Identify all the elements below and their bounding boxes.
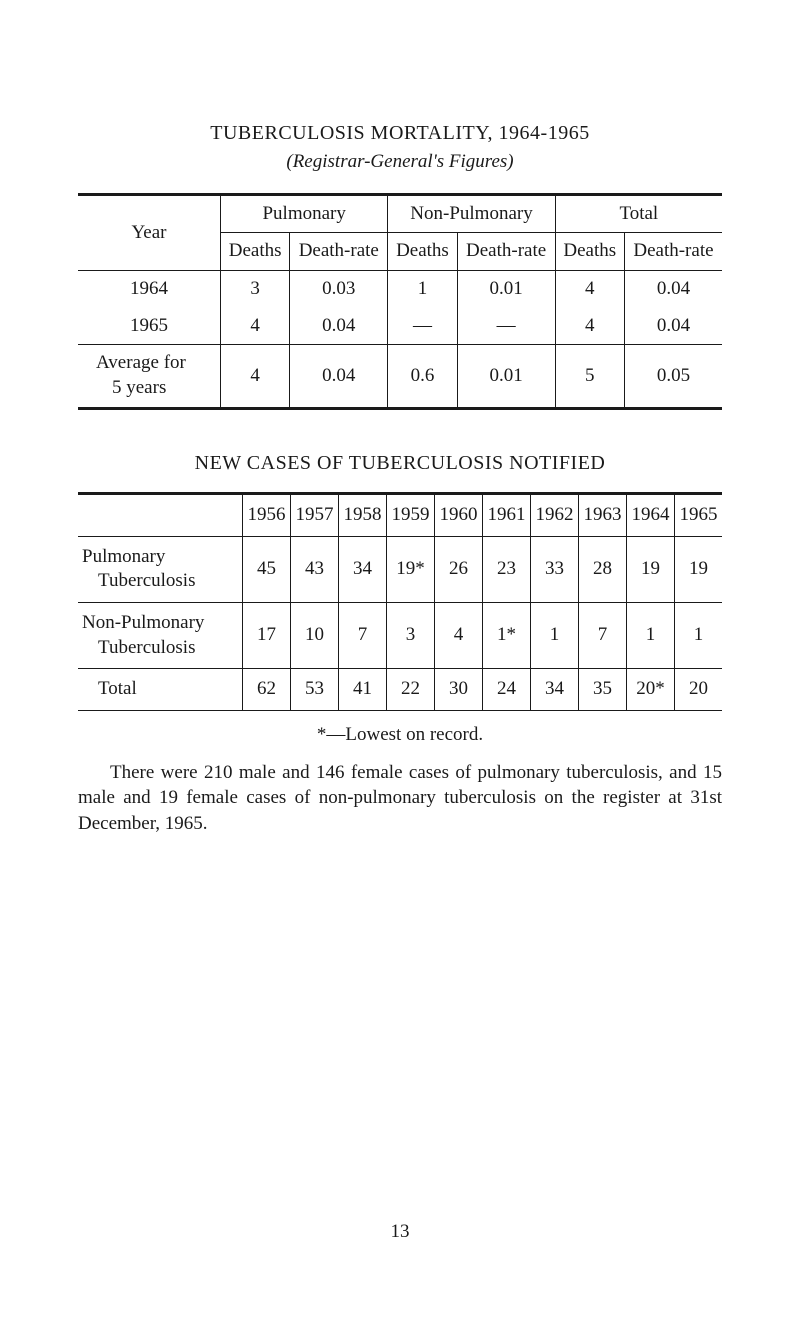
year-header: 1965 <box>675 493 723 536</box>
year-header: 1964 <box>627 493 675 536</box>
cell: 0.03 <box>290 271 388 308</box>
col-pulmonary: Pulmonary <box>221 194 388 233</box>
avg-label-1: Average for <box>96 352 186 373</box>
year-header: 1959 <box>387 493 435 536</box>
cell: 43 <box>291 536 339 602</box>
year-header: 1962 <box>531 493 579 536</box>
page-subtitle: (Registrar-General's Figures) <box>78 150 722 175</box>
cell: 0.04 <box>624 271 722 308</box>
page-title: TUBERCULOSIS MORTALITY, 1964-1965 <box>78 120 722 146</box>
cases-empty <box>78 493 243 536</box>
year-header: 1963 <box>579 493 627 536</box>
cell: 28 <box>579 536 627 602</box>
footnote: *—Lowest on record. <box>78 723 722 748</box>
cell: 17 <box>243 602 291 668</box>
subcol-deaths: Deaths <box>388 233 457 271</box>
cell: 20* <box>627 669 675 711</box>
cell: 33 <box>531 536 579 602</box>
cell: 24 <box>483 669 531 711</box>
cell-year: 1965 <box>78 308 221 345</box>
subcol-deaths: Deaths <box>221 233 290 271</box>
cell: 7 <box>579 602 627 668</box>
cell: 4 <box>435 602 483 668</box>
cell: 0.6 <box>388 345 457 408</box>
cases-row-label-total: Total <box>78 669 243 711</box>
cell-avg-label: Average for 5 years <box>78 345 221 408</box>
cases-row-label: Pulmonary Tuberculosis <box>78 536 243 602</box>
cell: 45 <box>243 536 291 602</box>
col-nonpulmonary: Non-Pulmonary <box>388 194 555 233</box>
cell: 4 <box>555 271 624 308</box>
cell: 19* <box>387 536 435 602</box>
cell: 34 <box>339 536 387 602</box>
cell: 0.04 <box>290 345 388 408</box>
cell: 1* <box>483 602 531 668</box>
cell: 1 <box>627 602 675 668</box>
cell: 53 <box>291 669 339 711</box>
cell: 3 <box>387 602 435 668</box>
col-year: Year <box>78 194 221 270</box>
cell: 22 <box>387 669 435 711</box>
cell: 34 <box>531 669 579 711</box>
cell: 3 <box>221 271 290 308</box>
subcol-deathrate: Death-rate <box>457 233 555 271</box>
avg-label-2: 5 years <box>96 377 166 398</box>
mortality-table: Year Pulmonary Non-Pulmonary Total Death… <box>78 193 722 410</box>
cell: 23 <box>483 536 531 602</box>
label-line2: Tuberculosis <box>82 569 238 594</box>
cell: 4 <box>221 308 290 345</box>
summary-paragraph: There were 210 male and 146 female cases… <box>78 760 722 837</box>
cell: 0.01 <box>457 271 555 308</box>
cell: 5 <box>555 345 624 408</box>
cell: 19 <box>675 536 723 602</box>
subcol-deathrate: Death-rate <box>290 233 388 271</box>
label-line2: Tuberculosis <box>82 636 238 661</box>
cell: 19 <box>627 536 675 602</box>
cell: 1 <box>531 602 579 668</box>
year-header: 1961 <box>483 493 531 536</box>
year-header: 1957 <box>291 493 339 536</box>
cell: 0.01 <box>457 345 555 408</box>
cell: — <box>388 308 457 345</box>
page-number: 13 <box>0 1220 800 1245</box>
cell: 10 <box>291 602 339 668</box>
cell: 1 <box>388 271 457 308</box>
cell: 1 <box>675 602 723 668</box>
cases-row-label: Non-Pulmonary Tuberculosis <box>78 602 243 668</box>
cell: 35 <box>579 669 627 711</box>
cell: 7 <box>339 602 387 668</box>
cell-year: 1964 <box>78 271 221 308</box>
col-total: Total <box>555 194 722 233</box>
cases-table: 1956 1957 1958 1959 1960 1961 1962 1963 … <box>78 492 722 711</box>
year-header: 1960 <box>435 493 483 536</box>
cell: — <box>457 308 555 345</box>
cell: 62 <box>243 669 291 711</box>
cell: 20 <box>675 669 723 711</box>
cell: 30 <box>435 669 483 711</box>
label-line1: Non-Pulmonary <box>82 611 238 636</box>
cell: 4 <box>221 345 290 408</box>
cases-title: NEW CASES OF TUBERCULOSIS NOTIFIED <box>78 450 722 476</box>
subcol-deathrate: Death-rate <box>624 233 722 271</box>
cell: 41 <box>339 669 387 711</box>
cell: 0.05 <box>624 345 722 408</box>
year-header: 1956 <box>243 493 291 536</box>
cell: 26 <box>435 536 483 602</box>
subcol-deaths: Deaths <box>555 233 624 271</box>
cell: 0.04 <box>290 308 388 345</box>
label-line1: Pulmonary <box>82 545 238 570</box>
cell: 0.04 <box>624 308 722 345</box>
year-header: 1958 <box>339 493 387 536</box>
cell: 4 <box>555 308 624 345</box>
